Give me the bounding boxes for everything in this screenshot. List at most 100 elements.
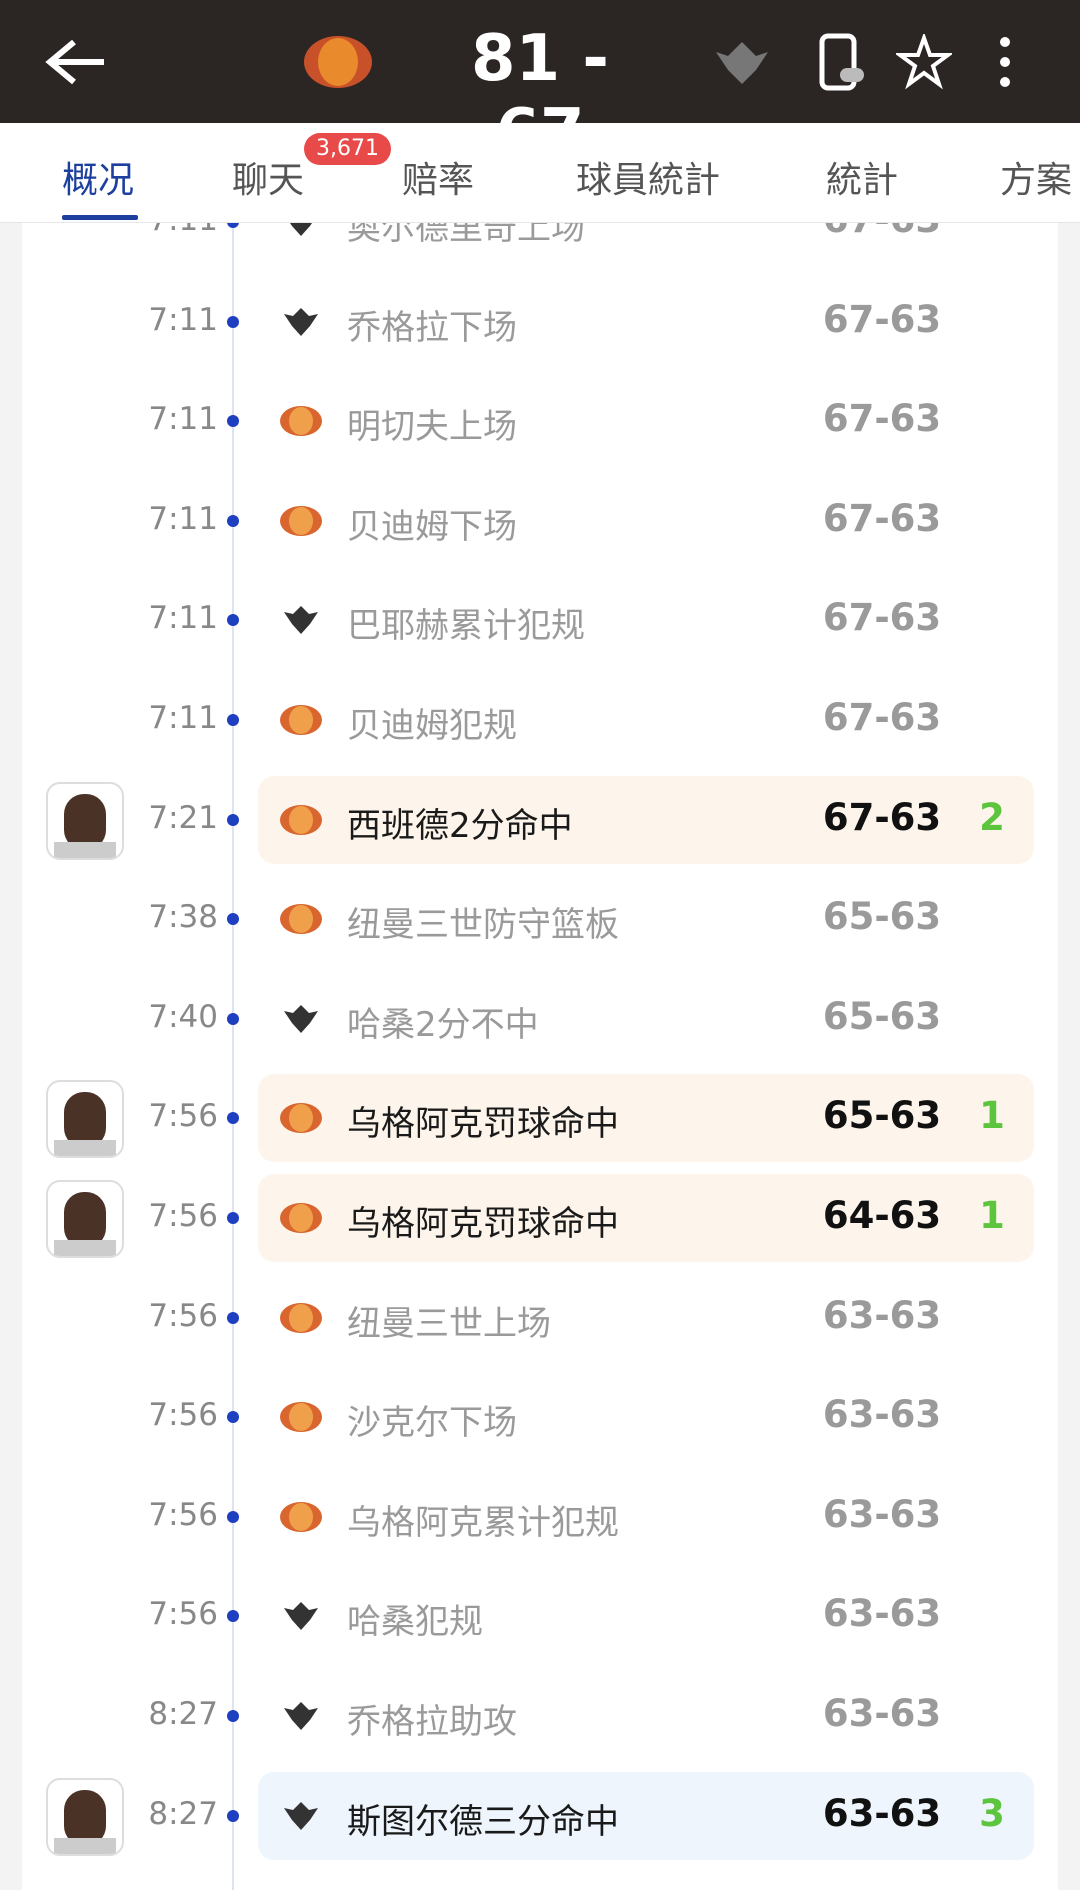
tab[interactable]: 概况 xyxy=(62,160,135,201)
timeline-dot xyxy=(227,714,239,726)
timeline-dot xyxy=(227,1510,239,1523)
event-score: 63-63 xyxy=(822,1692,942,1735)
away-logo xyxy=(716,42,768,84)
tab-bar: 概况 聊天 赔率 球員統計 統計 方案 3,671 xyxy=(0,123,1080,223)
event-score: 67-63 xyxy=(812,222,952,241)
team-logo xyxy=(284,1004,318,1033)
event-time: 7:11 xyxy=(148,700,218,736)
event-time: 7:11 xyxy=(148,401,218,438)
timeline-dot xyxy=(227,222,239,228)
event-time: 7:40 xyxy=(148,998,218,1035)
team-logo xyxy=(280,505,322,536)
event-time: 7:56 xyxy=(148,1297,218,1334)
timeline-dot xyxy=(227,813,239,826)
timeline-dot xyxy=(227,514,239,527)
timeline-dot xyxy=(227,1112,239,1125)
event-text: 乔格拉助攻 xyxy=(347,1702,517,1742)
timeline-dot xyxy=(227,1012,239,1025)
event-score: 67-63 xyxy=(822,297,942,341)
player-avatar xyxy=(46,781,124,860)
tab[interactable]: 球員統計 xyxy=(576,160,721,201)
team-logo xyxy=(280,406,322,437)
home-logo xyxy=(304,36,372,88)
team-logo xyxy=(284,307,318,336)
event-text: 纽曼三世防守篮板 xyxy=(347,905,619,946)
team-logo xyxy=(284,1702,318,1730)
event-points: 1 xyxy=(979,1194,1005,1237)
tab[interactable]: 聊天 xyxy=(232,160,305,201)
event-text: 乌格阿克累计犯规 xyxy=(347,1502,619,1543)
event-score: 67-63 xyxy=(822,596,942,640)
event-score: 64-63 xyxy=(822,1194,942,1237)
timeline-dot xyxy=(227,1710,239,1722)
chat-badge: 3,671 xyxy=(304,133,391,165)
event-score: 63-63 xyxy=(822,1791,942,1835)
highlight-row xyxy=(258,1174,1034,1262)
event-text: 贝迪姆犯规 xyxy=(347,706,517,746)
timeline xyxy=(232,222,234,1890)
team-logo xyxy=(280,1302,322,1333)
team-logo xyxy=(280,1402,322,1433)
event-score: 63-63 xyxy=(822,1393,942,1437)
timeline-dot xyxy=(227,315,239,328)
event-time: 7:56 xyxy=(148,1198,218,1234)
event-time: 7:11 xyxy=(148,222,218,238)
event-score: 65-63 xyxy=(822,895,942,939)
tab[interactable]: 赔率 xyxy=(402,160,475,201)
team-logo xyxy=(280,1103,322,1134)
event-score: 65-63 xyxy=(822,994,942,1038)
timeline-dot xyxy=(227,614,239,627)
event-text: 奥尔德里奇上场 xyxy=(347,222,585,248)
team-logo xyxy=(284,606,318,635)
event-text: 沙克尔下场 xyxy=(347,1403,517,1444)
event-time: 7:56 xyxy=(148,1397,218,1434)
event-time: 7:11 xyxy=(148,600,218,637)
timeline-dot xyxy=(227,913,239,926)
timeline-dot xyxy=(227,1212,239,1224)
more-button[interactable] xyxy=(990,34,1020,90)
event-time: 7:56 xyxy=(148,1098,218,1135)
event-text: 西班德2分命中 xyxy=(347,805,573,846)
tab[interactable]: 統計 xyxy=(826,160,899,201)
event-time: 7:56 xyxy=(148,1496,218,1533)
team-logo xyxy=(289,222,313,236)
event-time: 7:38 xyxy=(148,899,218,936)
timeline-dot xyxy=(227,1809,239,1822)
header: 81 - 67 xyxy=(0,0,1080,170)
team-logo xyxy=(280,804,322,835)
team-logo xyxy=(284,1801,318,1830)
event-text: 乌格阿克罚球命中 xyxy=(347,1104,619,1145)
event-score: 63-63 xyxy=(822,1592,942,1636)
event-score: 67-63 xyxy=(822,496,942,540)
event-text: 哈桑2分不中 xyxy=(347,1004,539,1045)
event-text: 明切夫上场 xyxy=(347,407,517,448)
team-logo xyxy=(284,1602,318,1631)
team-logo xyxy=(280,904,322,935)
favorite-button[interactable] xyxy=(896,34,952,90)
timeline-dot xyxy=(227,1610,239,1623)
timeline-dot xyxy=(227,415,239,428)
back-button[interactable] xyxy=(40,36,110,88)
event-text: 纽曼三世上场 xyxy=(347,1303,551,1344)
event-time: 8:27 xyxy=(148,1696,218,1732)
highlight-row xyxy=(258,1771,1034,1860)
event-time: 7:11 xyxy=(148,301,218,338)
team-logo xyxy=(280,1203,322,1233)
device-button[interactable] xyxy=(818,32,868,92)
event-time: 8:27 xyxy=(148,1795,218,1832)
player-avatar xyxy=(46,1080,124,1159)
team-logo xyxy=(280,1501,322,1532)
tab[interactable]: 方案 xyxy=(1000,160,1073,201)
player-avatar xyxy=(46,1777,124,1856)
event-points: 3 xyxy=(979,1791,1005,1835)
event-text: 乔格拉下场 xyxy=(347,307,517,348)
event-score: 67-63 xyxy=(822,696,942,739)
event-score: 65-63 xyxy=(822,1094,942,1138)
highlight-row xyxy=(258,775,1034,864)
event-score: 67-63 xyxy=(822,397,942,441)
timeline-dot xyxy=(227,1311,239,1324)
team-logo xyxy=(280,705,322,735)
event-points: 1 xyxy=(979,1094,1005,1138)
event-score: 63-63 xyxy=(822,1293,942,1337)
event-text: 哈桑犯规 xyxy=(347,1602,483,1643)
